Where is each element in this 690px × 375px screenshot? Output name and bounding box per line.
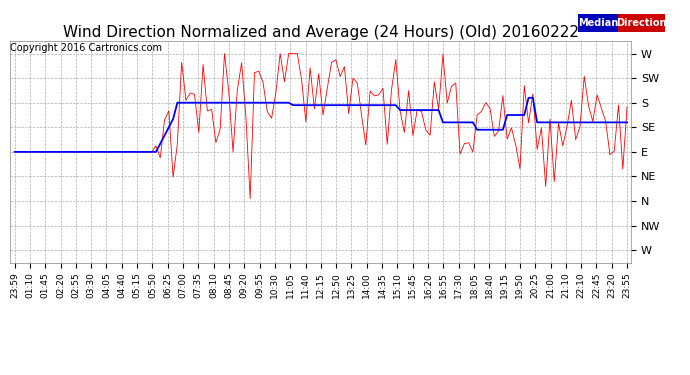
Text: Copyright 2016 Cartronics.com: Copyright 2016 Cartronics.com xyxy=(10,43,162,53)
Title: Wind Direction Normalized and Average (24 Hours) (Old) 20160222: Wind Direction Normalized and Average (2… xyxy=(63,25,579,40)
Text: Direction: Direction xyxy=(616,18,667,28)
Text: Median: Median xyxy=(578,18,618,28)
